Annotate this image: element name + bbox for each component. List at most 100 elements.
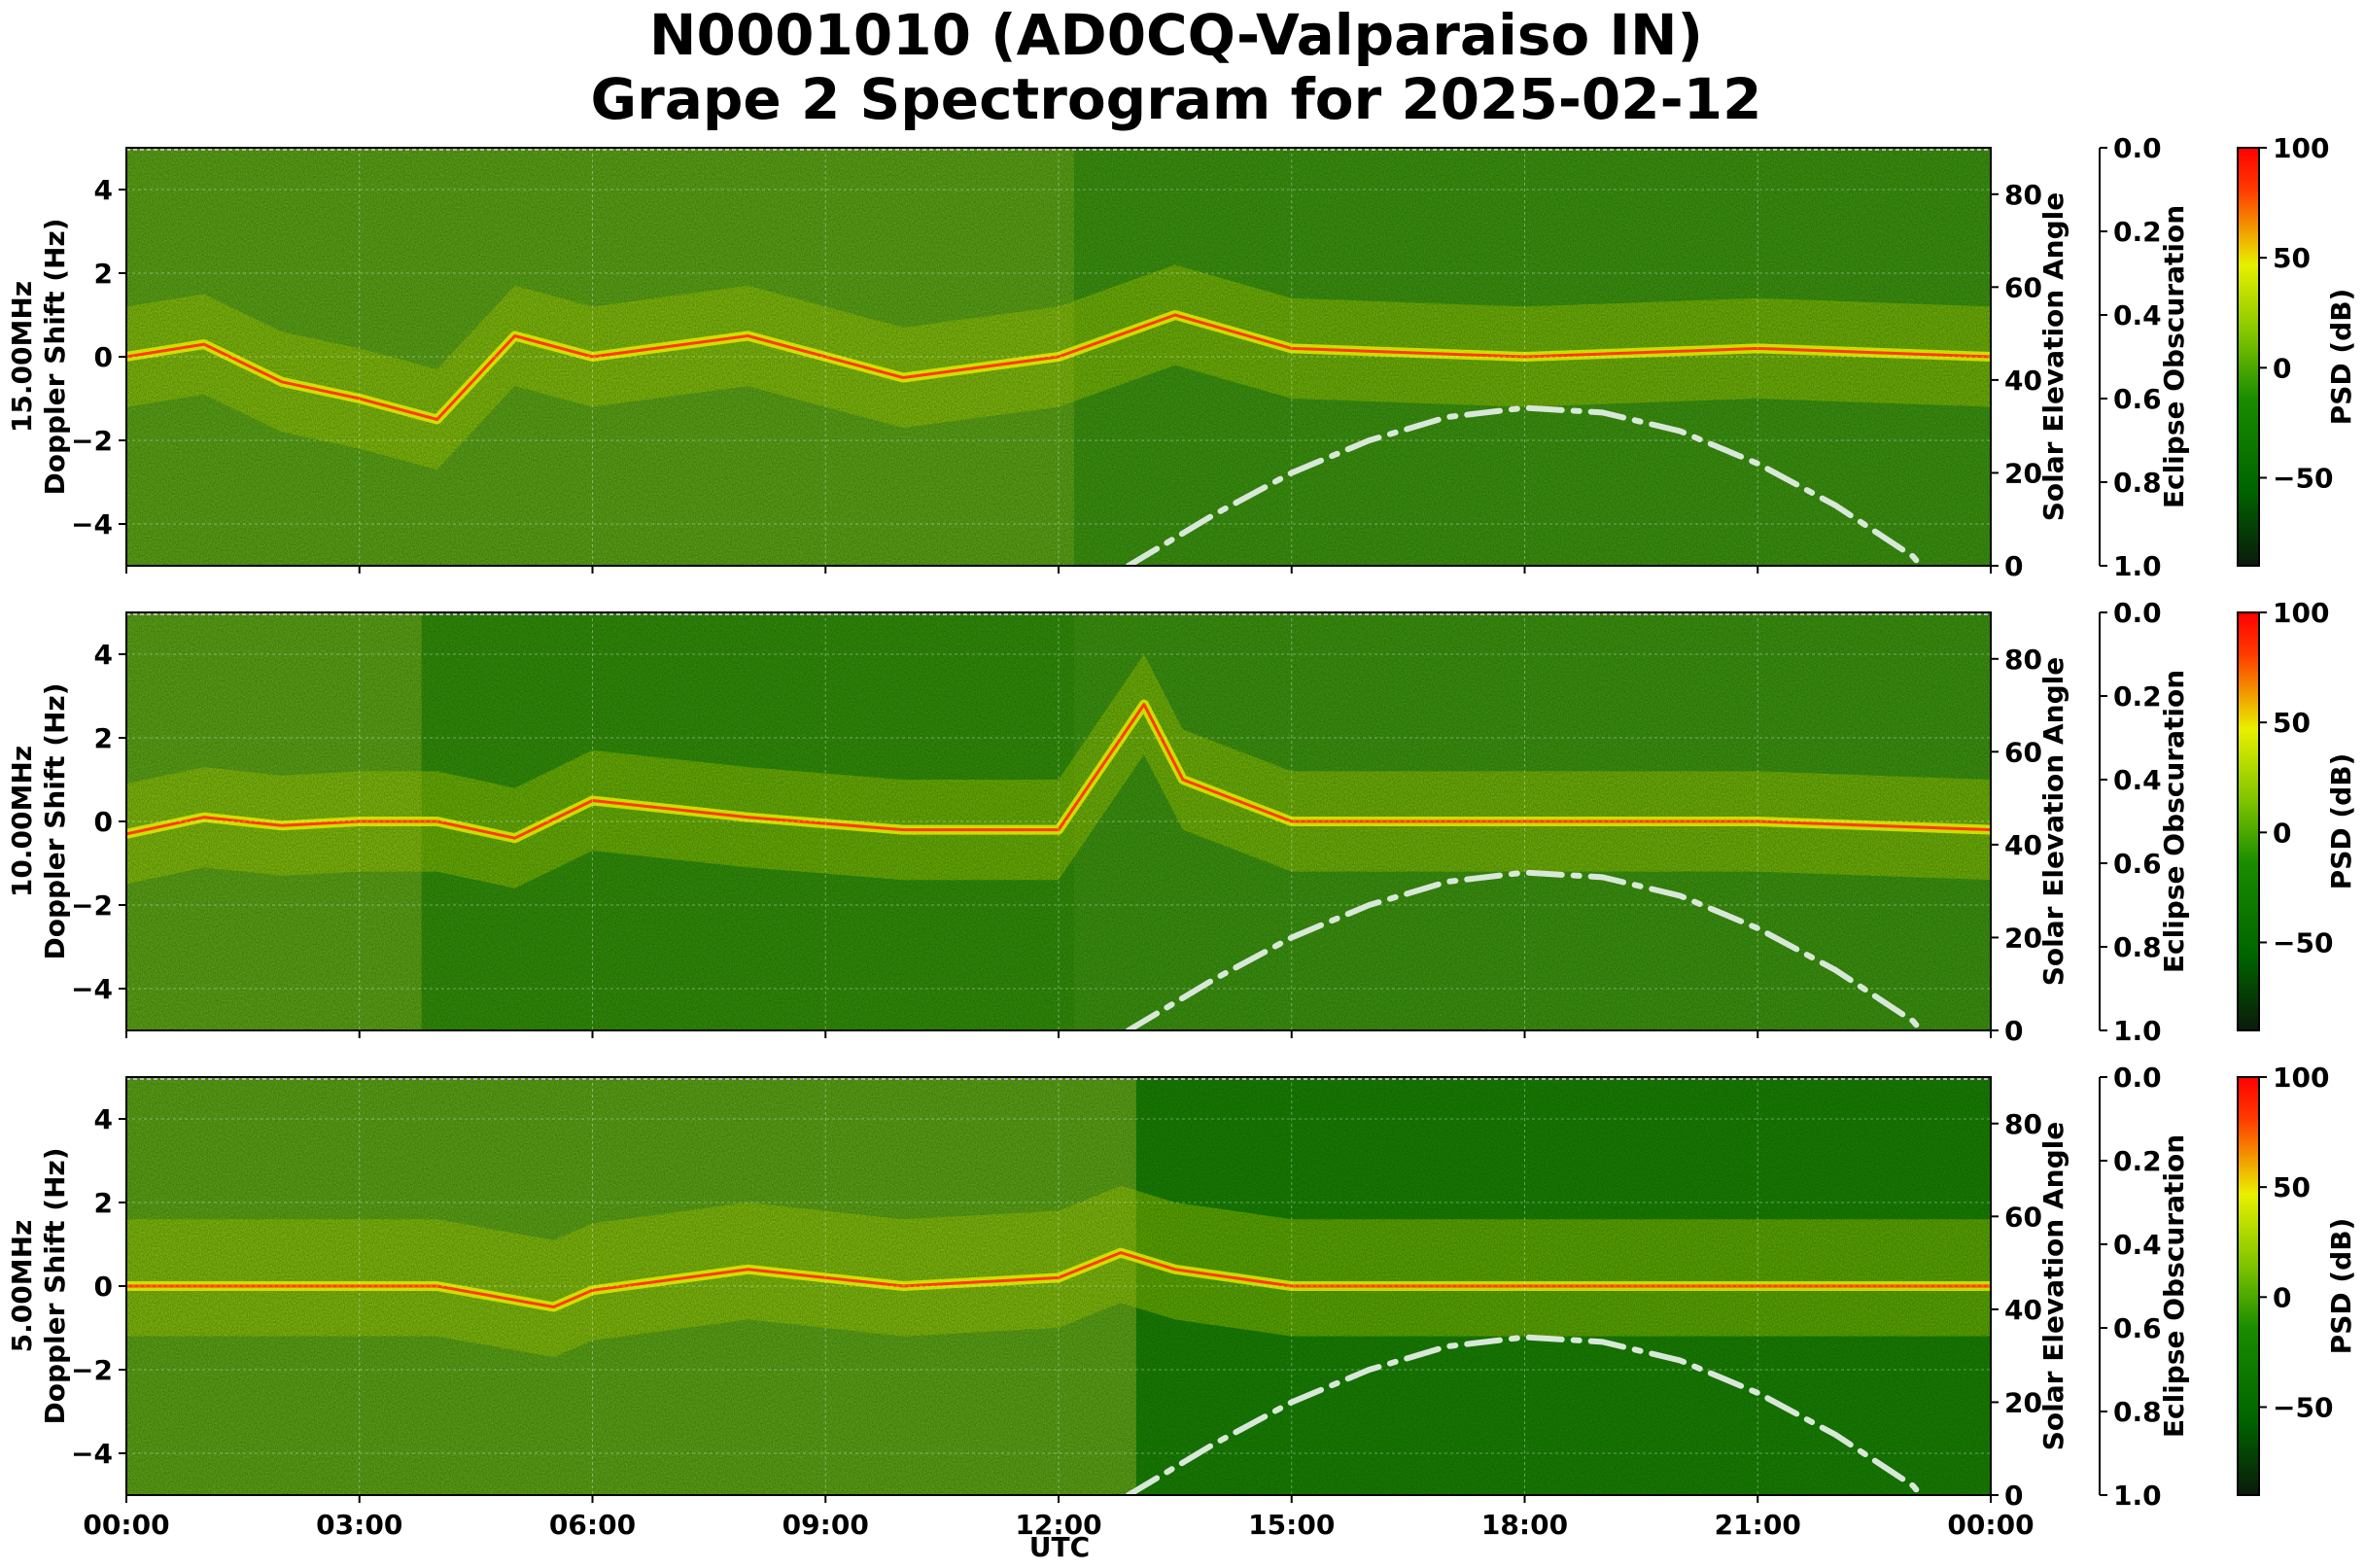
x-tick-label: 21:00 [1715, 1509, 1801, 1541]
figure-title-line1: N0001010 (AD0CQ-Valparaiso IN) [649, 2, 1703, 68]
colorbar-tick-label: 50 [2273, 242, 2311, 274]
colorbar-tick-label: −50 [2273, 1391, 2333, 1423]
elev-tick-label: 0 [2004, 550, 2023, 582]
figure-title-line2: Grape 2 Spectrogram for 2025-02-12 [591, 66, 1762, 132]
colorbar-tick-label: −50 [2273, 462, 2333, 494]
elev-tick-label: 80 [2004, 644, 2042, 676]
elev-tick-label: 80 [2004, 179, 2042, 211]
eclipse-tick-label: 1.0 [2113, 1015, 2162, 1047]
panel-15.00MHz: 420−2−415.00MHz Doppler Shift (Hz)8060402… [6, 132, 2357, 582]
eclipse-tick-label: 0.2 [2113, 680, 2162, 713]
solar-elevation-curve [1125, 1334, 1925, 1495]
y-tick-label: 2 [94, 258, 113, 290]
x-axis-label: UTC [1029, 1531, 1090, 1563]
y-tick-label: −2 [71, 1354, 113, 1386]
elev-axis-label: Solar Elevation Angle [2037, 192, 2069, 521]
elev-tick-label: 20 [2004, 922, 2042, 954]
colorbar-tick-label: 50 [2273, 1171, 2311, 1203]
y-tick-label: 4 [94, 639, 113, 671]
eclipse-tick-label: 0.0 [2113, 597, 2162, 629]
eclipse-tick-label: 1.0 [2113, 1480, 2162, 1512]
eclipse-tick-label: 0.6 [2113, 1312, 2162, 1344]
plot-area [126, 1077, 1991, 1495]
eclipse-tick-label: 1.0 [2113, 550, 2162, 582]
y-tick-label: 2 [94, 1187, 113, 1219]
x-tick-label: 12:00 [1015, 1509, 1101, 1541]
colorbar-tick-label: 100 [2273, 1062, 2329, 1094]
elev-tick-label: 40 [2004, 365, 2042, 397]
y-axis-label-doppler: Doppler Shift (Hz) [39, 682, 71, 959]
colorbar-tick-label: 0 [2273, 352, 2291, 384]
solar-elevation-curve [1125, 869, 1925, 1030]
eclipse-axis-label: Eclipse Obscuration [2158, 1134, 2190, 1438]
elev-tick-label: 80 [2004, 1108, 2042, 1140]
eclipse-tick-label: 0.4 [2113, 299, 2162, 331]
colorbar [2237, 147, 2260, 567]
elev-tick-label: 40 [2004, 829, 2042, 861]
eclipse-tick-label: 0.4 [2113, 764, 2162, 796]
y-tick-label: 4 [94, 1103, 113, 1135]
y-tick-label: −4 [71, 1438, 113, 1470]
y-tick-label: −4 [71, 508, 113, 540]
x-tick-label: 15:00 [1248, 1509, 1335, 1541]
panel-5.00MHz: 420−2−45.00MHz Doppler Shift (Hz)80604020… [6, 1062, 2357, 1541]
elev-tick-label: 60 [2004, 271, 2042, 303]
x-tick-label: 06:00 [549, 1509, 636, 1541]
eclipse-tick-label: 0.0 [2113, 1062, 2162, 1094]
colorbar-tick-label: 100 [2273, 132, 2329, 164]
panel-10.00MHz: 420−2−410.00MHz Doppler Shift (Hz)8060402… [6, 597, 2357, 1047]
y-tick-label: −4 [71, 973, 113, 1005]
eclipse-tick-label: 0.6 [2113, 383, 2162, 415]
eclipse-tick-label: 0.4 [2113, 1229, 2162, 1261]
eclipse-tick-label: 0.8 [2113, 467, 2162, 499]
elev-tick-label: 20 [2004, 457, 2042, 489]
y-tick-label: 2 [94, 722, 113, 754]
y-tick-label: 0 [94, 1271, 113, 1303]
eclipse-axis-label: Eclipse Obscuration [2158, 205, 2190, 508]
plot-area [126, 612, 1991, 1030]
colorbar-tick-label: 100 [2273, 597, 2329, 629]
colorbar-tick-label: −50 [2273, 926, 2333, 958]
colorbar-tick-label: 0 [2273, 1281, 2291, 1313]
solar-elevation-curve [1125, 404, 1925, 566]
eclipse-tick-label: 0.8 [2113, 1396, 2162, 1428]
colorbar-tick-label: 50 [2273, 707, 2311, 739]
panels: 420−2−415.00MHz Doppler Shift (Hz)8060402… [6, 132, 2357, 1541]
plot-area [126, 148, 1991, 566]
elev-tick-label: 0 [2004, 1015, 2023, 1047]
colorbar-label: PSD (dB) [2325, 1218, 2357, 1355]
eclipse-tick-label: 0.2 [2113, 1145, 2162, 1177]
doppler-trace [126, 1251, 1991, 1308]
eclipse-tick-label: 0.2 [2113, 216, 2162, 248]
x-tick-label: 00:00 [1947, 1509, 2034, 1541]
colorbar [2237, 611, 2260, 1031]
x-tick-label: 03:00 [316, 1509, 402, 1541]
elev-tick-label: 40 [2004, 1294, 2042, 1326]
eclipse-tick-label: 0.6 [2113, 848, 2162, 880]
y-axis-label-doppler: Doppler Shift (Hz) [39, 1147, 71, 1424]
eclipse-tick-label: 0.0 [2113, 132, 2162, 164]
y-tick-label: −2 [71, 889, 113, 922]
y-axis-label-freq: 15.00MHz [6, 281, 38, 433]
y-axis-label-freq: 10.00MHz [6, 746, 38, 897]
y-tick-label: 0 [94, 806, 113, 838]
x-tick-label: 00:00 [83, 1509, 169, 1541]
doppler-trace [126, 313, 1991, 421]
colorbar-label: PSD (dB) [2325, 753, 2357, 890]
x-tick-label: 18:00 [1481, 1509, 1568, 1541]
eclipse-tick-label: 0.8 [2113, 931, 2162, 963]
y-tick-label: 0 [94, 341, 113, 373]
y-axis-label-doppler: Doppler Shift (Hz) [39, 218, 71, 495]
colorbar-label: PSD (dB) [2325, 289, 2357, 426]
y-tick-label: 4 [94, 174, 113, 206]
elev-axis-label: Solar Elevation Angle [2037, 1122, 2069, 1450]
elev-tick-label: 20 [2004, 1386, 2042, 1418]
x-tick-label: 09:00 [783, 1509, 869, 1541]
elev-axis-label: Solar Elevation Angle [2037, 657, 2069, 986]
doppler-trace [126, 703, 1991, 840]
y-tick-label: −2 [71, 425, 113, 457]
colorbar-tick-label: 0 [2273, 817, 2291, 849]
eclipse-axis-label: Eclipse Obscuration [2158, 670, 2190, 973]
elev-tick-label: 60 [2004, 736, 2042, 768]
